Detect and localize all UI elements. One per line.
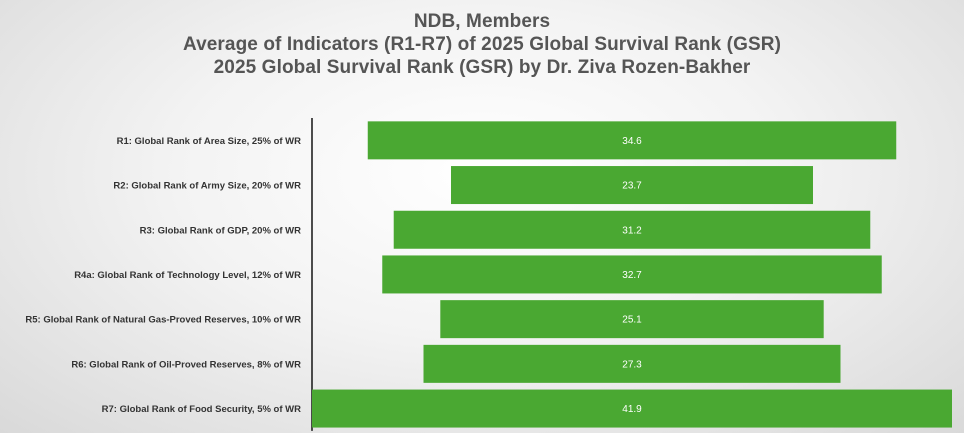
bar-7 (312, 389, 952, 428)
bar-value-label-4: 32.7 (622, 270, 642, 281)
bar-value-label-7: 41.9 (622, 404, 642, 415)
category-label-7: R7: Global Rank of Food Security, 5% of … (102, 404, 301, 415)
category-label-5: R5: Global Rank of Natural Gas-Proved Re… (25, 315, 301, 326)
category-label-2: R2: Global Rank of Army Size, 20% of WR (113, 181, 301, 192)
bar-value-label-3: 31.2 (622, 225, 642, 236)
bar-value-label-1: 34.6 (622, 136, 642, 147)
category-label-1: R1: Global Rank of Area Size, 25% of WR (117, 136, 302, 147)
title-line-3: 2025 Global Survival Rank (GSR) by Dr. Z… (213, 57, 751, 78)
bar-value-label-6: 27.3 (622, 359, 642, 370)
bar-value-label-5: 25.1 (622, 315, 642, 326)
category-label-4: R4a: Global Rank of Technology Level, 12… (74, 270, 301, 281)
category-label-3: R3: Global Rank of GDP, 20% of WR (140, 225, 301, 236)
title-line-1: NDB, Members (413, 11, 551, 32)
bar-6 (423, 344, 841, 383)
category-label-6: R6: Global Rank of Oil-Proved Reserves, … (71, 359, 301, 370)
bar-value-label-2: 23.7 (622, 181, 642, 192)
bar-1 (367, 121, 897, 160)
bar-2 (450, 166, 814, 205)
bar-5 (440, 300, 824, 339)
bar-3 (393, 210, 871, 249)
bar-4 (382, 255, 882, 294)
title-line-2: Average of Indicators (R1-R7) of 2025 Gl… (182, 34, 781, 55)
chart-title: NDB, Members Average of Indicators (R1-R… (0, 10, 964, 79)
